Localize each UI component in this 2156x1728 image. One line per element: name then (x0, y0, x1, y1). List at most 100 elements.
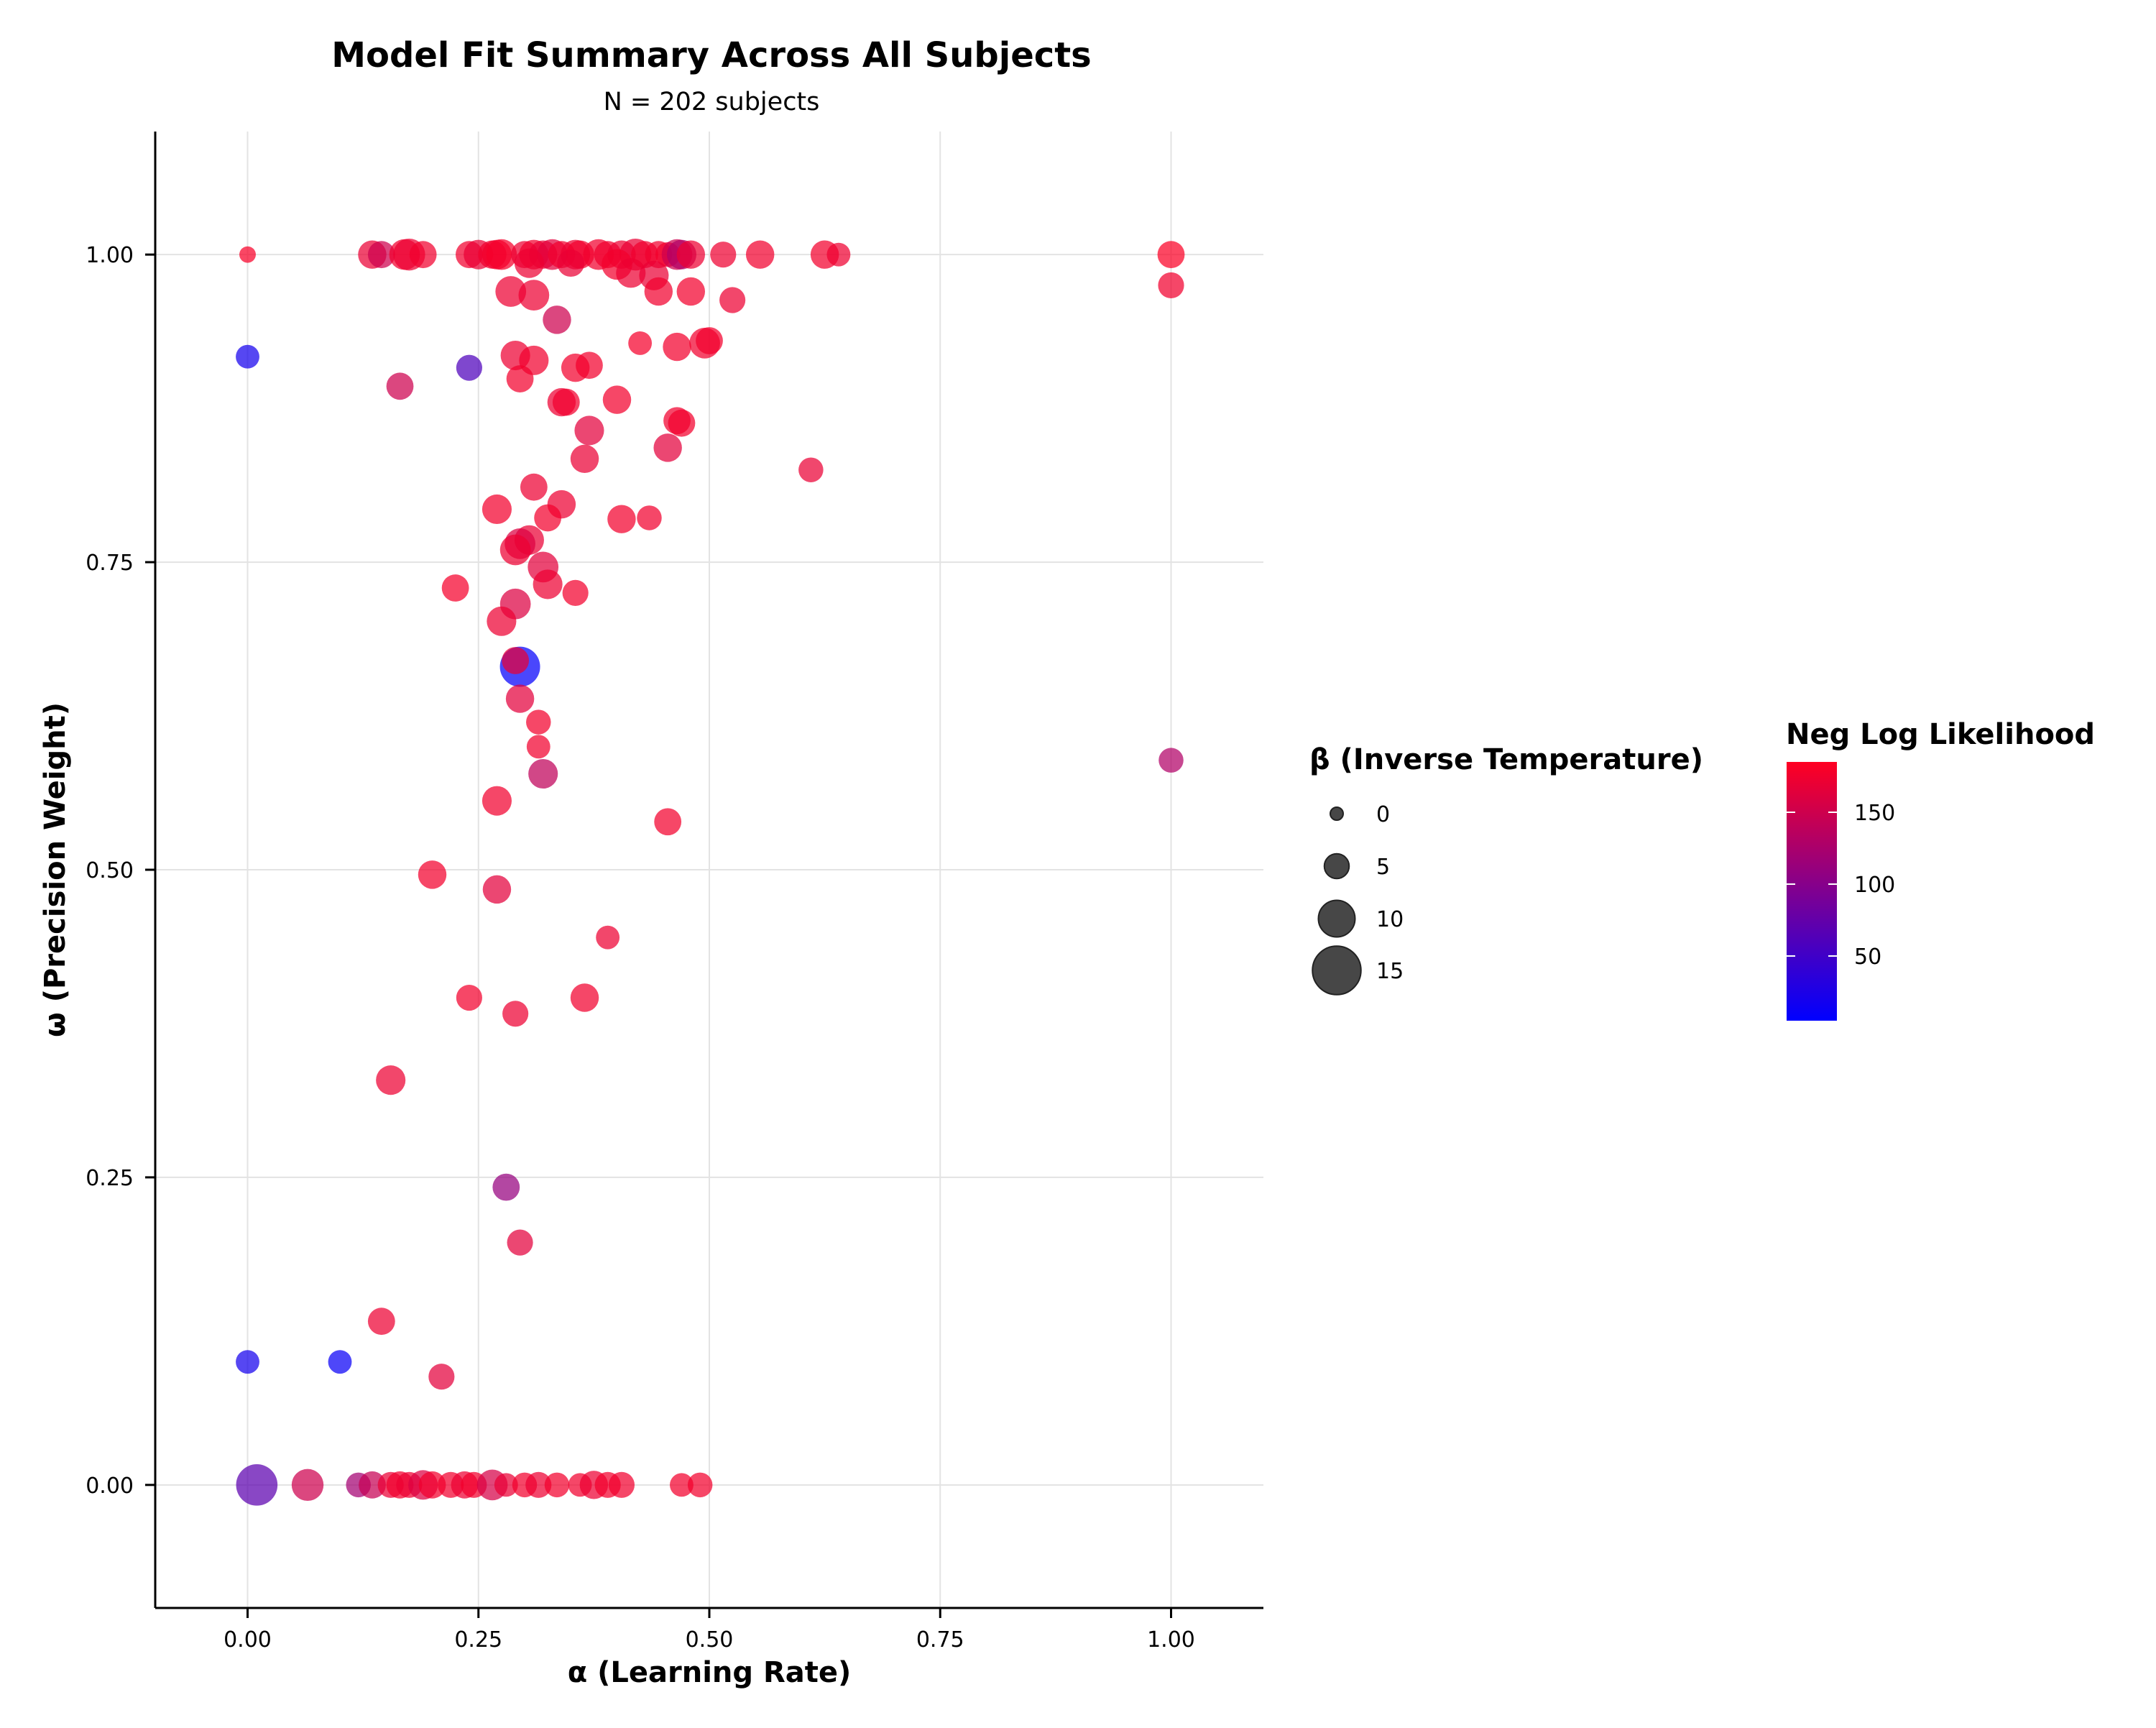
data-point (505, 684, 535, 713)
data-point (544, 1472, 570, 1498)
data-points (236, 238, 1185, 1506)
data-point (526, 735, 550, 759)
x-ticks: 0.00 0.25 0.50 0.75 1.00 (224, 1608, 1195, 1653)
data-point (696, 327, 723, 354)
x-tick-label: 0.75 (916, 1627, 964, 1653)
data-point (236, 1464, 278, 1506)
y-tick-label: 0.25 (86, 1166, 134, 1191)
data-point (668, 409, 696, 437)
data-point (1157, 241, 1185, 269)
data-point (386, 372, 414, 400)
data-point (482, 875, 512, 904)
data-point (543, 305, 571, 334)
size-legend-marker (1312, 945, 1362, 996)
data-point (507, 1229, 533, 1256)
colorbar-ticks: 50 100 150 (1787, 801, 1895, 970)
data-point (534, 504, 562, 532)
data-point (552, 388, 580, 416)
data-point (456, 984, 482, 1011)
data-point (487, 606, 517, 636)
data-point (653, 433, 682, 462)
x-tick-label: 0.25 (454, 1627, 502, 1653)
data-point (687, 1472, 713, 1498)
data-point (441, 574, 469, 602)
data-point (798, 457, 824, 482)
data-point (574, 415, 604, 446)
data-point (745, 240, 775, 269)
y-axis-title: ω (Precision Weight) (39, 702, 72, 1037)
data-point (528, 758, 558, 789)
data-point (596, 925, 620, 950)
data-point (607, 505, 636, 533)
data-point (676, 240, 706, 269)
data-point (428, 1364, 455, 1390)
data-point (710, 242, 737, 268)
data-point (570, 983, 599, 1012)
data-point (328, 1350, 352, 1374)
data-point (1158, 748, 1184, 773)
data-point (526, 709, 551, 735)
data-point (359, 1471, 386, 1499)
x-tick-label: 1.00 (1147, 1627, 1195, 1653)
data-point (576, 351, 603, 380)
y-tick-label: 0.50 (86, 858, 134, 883)
size-legend-label: 10 (1376, 907, 1404, 932)
data-point (367, 241, 395, 269)
x-axis-title: α (Learning Rate) (568, 1656, 852, 1689)
size-legend-marker (1323, 852, 1350, 880)
data-point (499, 534, 531, 566)
data-point (239, 246, 256, 263)
y-tick-label: 0.75 (86, 551, 134, 576)
data-point (826, 242, 851, 267)
data-point (482, 786, 512, 816)
data-point (570, 444, 599, 474)
data-point (644, 277, 673, 306)
y-ticks: 0.00 0.25 0.50 0.75 1.00 (86, 243, 155, 1499)
data-point (676, 277, 706, 306)
size-legend-marker (1330, 806, 1344, 821)
colorbar-tick-label: 150 (1854, 801, 1895, 826)
data-point (236, 344, 259, 369)
data-point (562, 579, 589, 606)
colorbar-tick-label: 100 (1854, 873, 1895, 898)
size-legend-title: β (Inverse Temperature) (1309, 743, 1703, 776)
data-point (456, 354, 482, 381)
data-point (409, 241, 437, 269)
y-tick-label: 0.00 (86, 1474, 134, 1499)
color-legend: Neg Log Likelihood 50 100 150 (1786, 718, 2095, 1021)
size-legend-label: 5 (1376, 855, 1390, 880)
data-point (506, 365, 534, 392)
data-point (502, 647, 530, 674)
data-point (502, 1001, 529, 1027)
data-point (1158, 272, 1184, 299)
data-point (236, 1350, 259, 1374)
data-point (663, 332, 691, 362)
data-point (719, 287, 746, 313)
y-tick-label: 1.00 (86, 243, 134, 268)
data-point (514, 248, 544, 278)
size-legend-label: 0 (1376, 802, 1390, 827)
data-point (482, 494, 512, 525)
data-point (670, 1473, 694, 1497)
data-point (525, 1471, 552, 1498)
data-point (602, 385, 632, 414)
data-point (495, 276, 527, 307)
size-legend-label: 15 (1376, 959, 1404, 984)
size-legend-items: 0 5 10 15 (1312, 802, 1404, 996)
color-legend-title: Neg Log Likelihood (1786, 718, 2095, 751)
data-point (557, 249, 585, 277)
data-point (486, 239, 517, 270)
chart-title: Model Fit Summary Across All Subjects (331, 35, 1092, 75)
data-point (616, 258, 646, 288)
data-point (628, 331, 653, 355)
data-point (608, 1471, 635, 1498)
data-point (520, 473, 548, 501)
data-point (376, 1065, 406, 1095)
data-point (367, 1308, 395, 1336)
data-point (518, 280, 550, 311)
chart-subtitle: N = 202 subjects (604, 88, 820, 116)
size-legend: β (Inverse Temperature) 0 5 10 15 (1309, 743, 1703, 996)
data-point (654, 808, 682, 836)
